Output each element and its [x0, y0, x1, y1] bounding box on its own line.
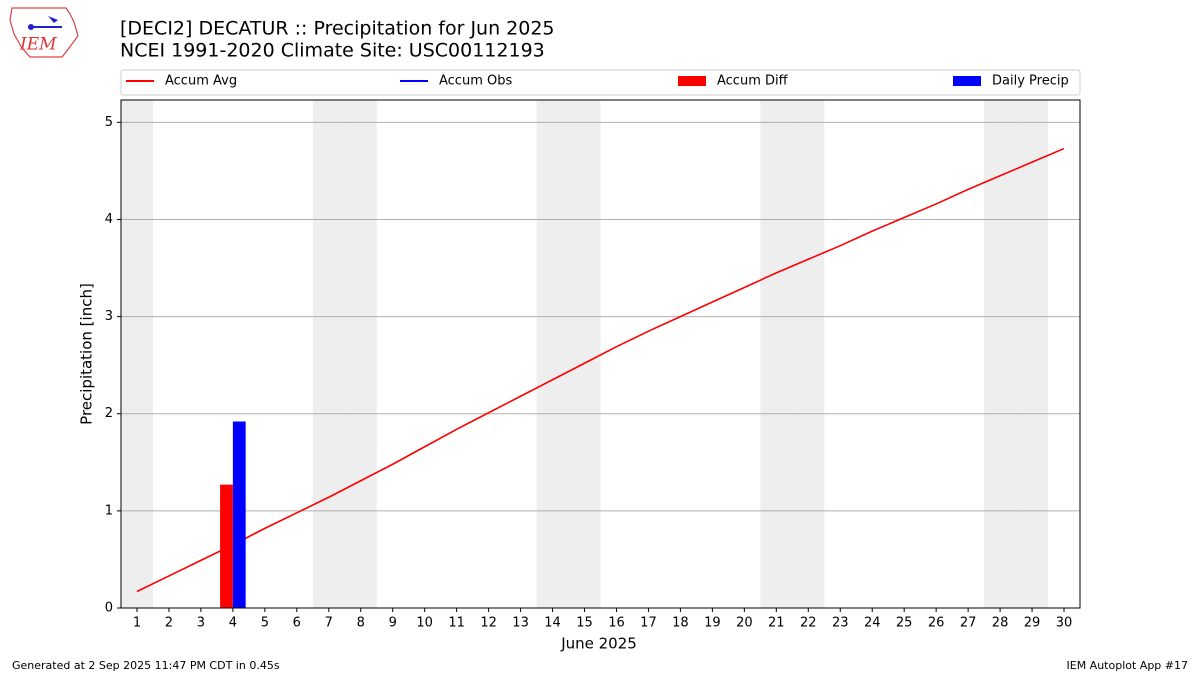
- weekend-band: [1016, 100, 1049, 608]
- y-tick-label: 4: [105, 212, 113, 227]
- x-tick-label: 24: [864, 616, 881, 631]
- chart-subtitle: NCEI 1991-2020 Climate Site: USC00112193: [120, 40, 545, 62]
- x-axis-label: June 2025: [560, 635, 637, 653]
- x-tick-label: 27: [960, 616, 977, 631]
- footer-right: IEM Autoplot App #17: [1067, 659, 1189, 672]
- x-tick-label: 17: [640, 616, 657, 631]
- weekend-band: [984, 100, 1017, 608]
- legend-label: Daily Precip: [992, 74, 1069, 89]
- bar: [220, 484, 233, 608]
- legend-swatch: [678, 76, 706, 86]
- x-tick-label: 21: [768, 616, 785, 631]
- x-tick-label: 18: [672, 616, 689, 631]
- x-tick-label: 11: [448, 616, 465, 631]
- x-tick-label: 10: [416, 616, 433, 631]
- logo: IEM: [9, 7, 79, 58]
- x-tick-label: 12: [480, 616, 497, 631]
- footer-left: Generated at 2 Sep 2025 11:47 PM CDT in …: [12, 659, 280, 672]
- x-tick-label: 19: [704, 616, 721, 631]
- x-tick-label: 20: [736, 616, 753, 631]
- series-line: [136, 147, 1065, 593]
- x-tick-label: 2: [165, 616, 173, 631]
- x-tick-label: 8: [357, 616, 365, 631]
- y-axis-label: Precipitation [inch]: [78, 283, 96, 425]
- plot-frame: [120, 99, 1081, 609]
- x-tick-label: 15: [576, 616, 593, 631]
- chart-title: [DECI2] DECATUR :: Precipitation for Jun…: [120, 18, 555, 40]
- x-tick-label: 30: [1056, 616, 1073, 631]
- x-tick-label: 3: [197, 616, 205, 631]
- weekend-band: [568, 100, 601, 608]
- weekend-band: [760, 100, 793, 608]
- x-tick-label: 4: [229, 616, 237, 631]
- x-tick-label: 9: [389, 616, 397, 631]
- weekend-band: [344, 100, 377, 608]
- y-tick-label: 3: [105, 309, 113, 324]
- x-tick-label: 25: [896, 616, 913, 631]
- weekend-band: [312, 100, 345, 608]
- y-tick-label: 5: [105, 115, 113, 130]
- legend-label: Accum Obs: [439, 74, 512, 89]
- legend-label: Accum Diff: [717, 74, 789, 89]
- logo-text: IEM: [19, 35, 57, 55]
- y-tick-label: 2: [105, 406, 113, 421]
- x-tick-label: 6: [293, 616, 301, 631]
- x-tick-label: 16: [608, 616, 625, 631]
- x-tick-label: 22: [800, 616, 817, 631]
- x-tick-label: 28: [992, 616, 1009, 631]
- x-tick-label: 1: [133, 616, 141, 631]
- x-tick-label: 7: [325, 616, 333, 631]
- x-tick-label: 5: [261, 616, 269, 631]
- weekend-band: [121, 100, 153, 608]
- weekend-band: [536, 100, 569, 608]
- legend-swatch: [953, 76, 981, 86]
- weekend-band: [792, 100, 825, 608]
- legend-label: Accum Avg: [165, 74, 237, 89]
- x-tick-label: 23: [832, 616, 849, 631]
- legend: [120, 69, 1081, 96]
- bar: [232, 421, 246, 608]
- x-tick-label: 13: [512, 616, 529, 631]
- x-tick-label: 29: [1024, 616, 1041, 631]
- x-tick-label: 26: [928, 616, 945, 631]
- y-tick-label: 0: [105, 601, 113, 616]
- x-tick-label: 14: [544, 616, 561, 631]
- y-tick-label: 1: [105, 503, 113, 518]
